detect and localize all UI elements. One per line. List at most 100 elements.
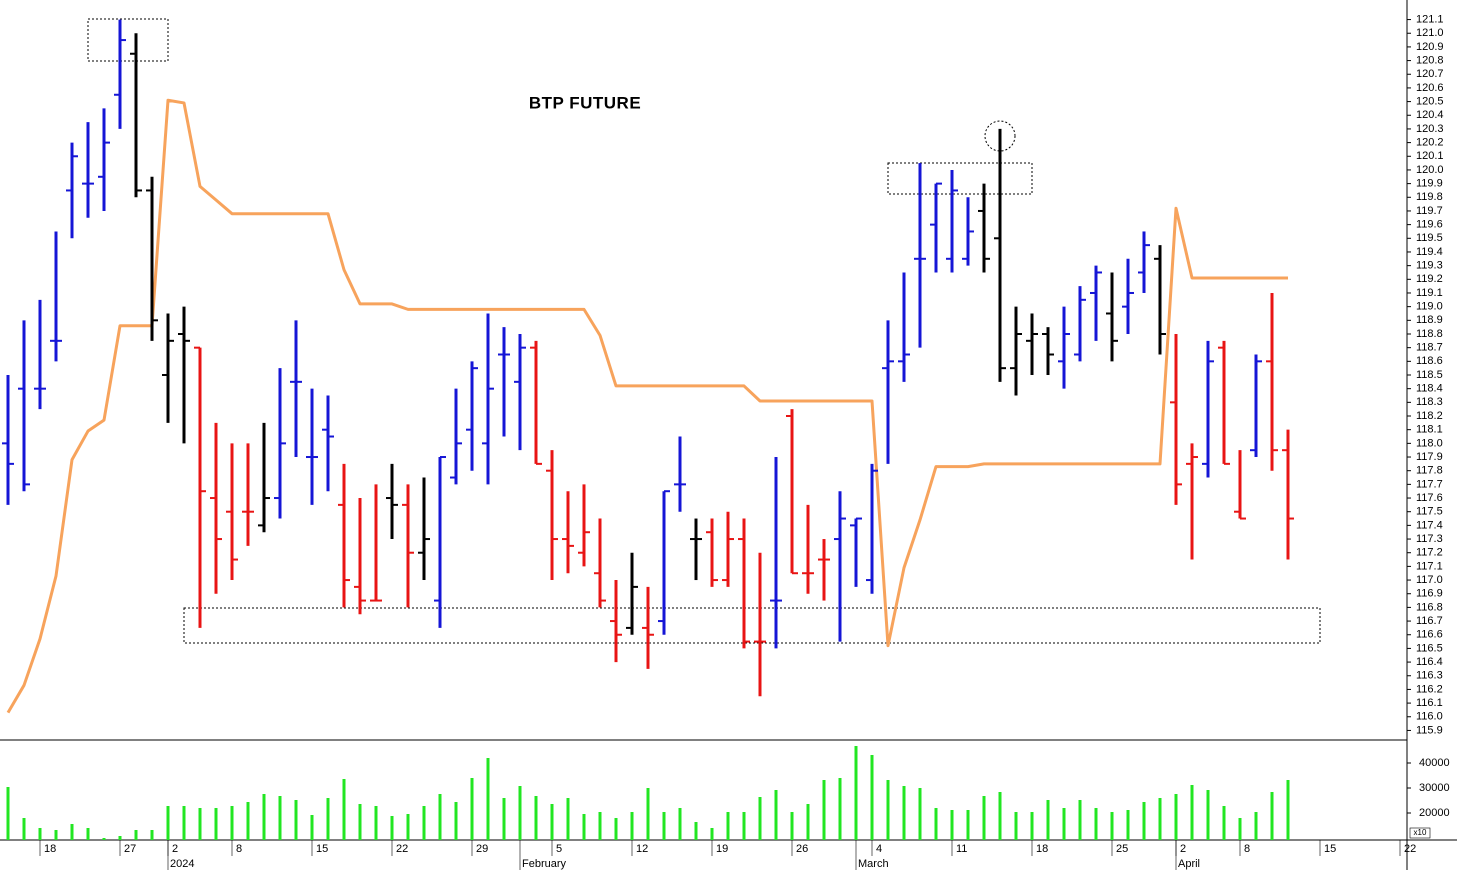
volume-bar <box>182 806 186 840</box>
volume-bar <box>998 792 1002 840</box>
y-tick-label: 117.1 <box>1416 560 1443 572</box>
period-label: March <box>858 858 889 870</box>
y-tick-label: 119.0 <box>1416 301 1443 313</box>
volume-tick-label: 40000 <box>1419 757 1450 769</box>
volume-bar <box>710 828 714 840</box>
period-label: February <box>522 858 567 870</box>
volume-tick-label: 30000 <box>1419 782 1450 794</box>
volume-bar <box>774 790 778 840</box>
volume-bar <box>1046 800 1050 840</box>
volume-bar <box>1254 812 1258 840</box>
y-tick-label: 120.1 <box>1416 150 1444 162</box>
y-tick-label: 118.5 <box>1416 369 1443 381</box>
y-tick-label: 115.9 <box>1416 724 1443 736</box>
x-tick-label: 19 <box>716 843 728 855</box>
x-tick-label: 18 <box>1036 843 1048 855</box>
y-tick-label: 119.4 <box>1416 246 1443 258</box>
x-tick-label: 29 <box>476 843 488 855</box>
y-tick-label: 120.5 <box>1416 95 1444 107</box>
volume-bar <box>1286 780 1290 840</box>
volume-bar <box>854 746 858 840</box>
x-tick-label: 5 <box>556 843 562 855</box>
y-tick-label: 119.1 <box>1416 287 1443 299</box>
y-tick-label: 116.7 <box>1416 615 1443 627</box>
y-tick-label: 120.8 <box>1416 54 1444 66</box>
volume-bar <box>86 828 90 840</box>
y-tick-label: 118.7 <box>1416 342 1443 354</box>
volume-bar <box>54 830 58 840</box>
period-label: 2024 <box>170 858 194 870</box>
volume-unit-label: x10 <box>1414 828 1427 837</box>
volume-bar <box>118 836 122 840</box>
x-tick-label: 25 <box>1116 843 1128 855</box>
y-tick-label: 119.2 <box>1416 273 1443 285</box>
volume-bar <box>1094 808 1098 840</box>
volume-bar <box>918 788 922 840</box>
x-tick-label: 8 <box>1244 843 1250 855</box>
y-tick-label: 116.0 <box>1416 711 1443 723</box>
volume-bar <box>6 787 10 840</box>
volume-bar <box>294 800 298 840</box>
volume-bar <box>630 812 634 840</box>
volume-bar <box>694 822 698 840</box>
x-tick-label: 26 <box>796 843 808 855</box>
volume-bar <box>278 796 282 840</box>
volume-bar <box>550 804 554 840</box>
y-tick-label: 117.7 <box>1416 478 1443 490</box>
y-tick-label: 118.9 <box>1416 314 1443 326</box>
volume-bar <box>934 808 938 840</box>
volume-bar <box>1190 785 1194 840</box>
volume-bar <box>470 778 474 840</box>
volume-bar <box>374 806 378 840</box>
annotation-circle <box>984 120 1016 152</box>
volume-bar <box>950 810 954 840</box>
y-tick-label: 119.7 <box>1416 205 1443 217</box>
volume-bar <box>1238 818 1242 840</box>
y-tick-label: 120.0 <box>1416 164 1444 176</box>
y-tick-label: 119.5 <box>1416 232 1443 244</box>
x-tick-label: 2 <box>172 843 178 855</box>
volume-bar <box>438 794 442 840</box>
x-tick-label: 4 <box>876 843 882 855</box>
volume-bar <box>534 796 538 840</box>
volume-bar <box>1030 812 1034 840</box>
volume-bar <box>422 806 426 840</box>
chart-title: BTP FUTURE <box>529 93 641 112</box>
volume-bar <box>822 780 826 840</box>
volume-bar <box>502 798 506 840</box>
x-tick-label: 2 <box>1180 843 1186 855</box>
volume-bar <box>134 830 138 840</box>
x-tick-label: 8 <box>236 843 242 855</box>
volume-bar <box>886 780 890 840</box>
volume-bar <box>1142 802 1146 840</box>
volume-bar <box>246 802 250 840</box>
volume-bar <box>1078 800 1082 840</box>
volume-bar <box>1062 808 1066 840</box>
volume-bar <box>1110 812 1114 840</box>
y-tick-label: 117.0 <box>1416 574 1443 586</box>
y-tick-label: 118.3 <box>1416 396 1443 408</box>
y-tick-label: 117.2 <box>1416 547 1443 559</box>
y-tick-label: 116.6 <box>1416 629 1443 641</box>
annotation-box <box>183 607 1321 644</box>
volume-bar <box>1158 798 1162 840</box>
x-tick-label: 12 <box>636 843 648 855</box>
volume-bar <box>646 788 650 840</box>
y-tick-label: 120.6 <box>1416 82 1444 94</box>
x-tick-label: 27 <box>124 843 136 855</box>
unit-box <box>1409 827 1431 839</box>
volume-bar <box>1174 794 1178 840</box>
volume-bar <box>38 828 42 840</box>
x-tick-label: 15 <box>316 843 328 855</box>
volume-bar <box>566 798 570 840</box>
volume-bar <box>598 812 602 840</box>
y-tick-label: 116.9 <box>1416 588 1443 600</box>
y-tick-label: 120.4 <box>1416 109 1444 121</box>
y-tick-label: 116.2 <box>1416 683 1443 695</box>
volume-bar <box>102 838 106 840</box>
volume-bar <box>838 778 842 840</box>
y-tick-label: 117.4 <box>1416 519 1443 531</box>
